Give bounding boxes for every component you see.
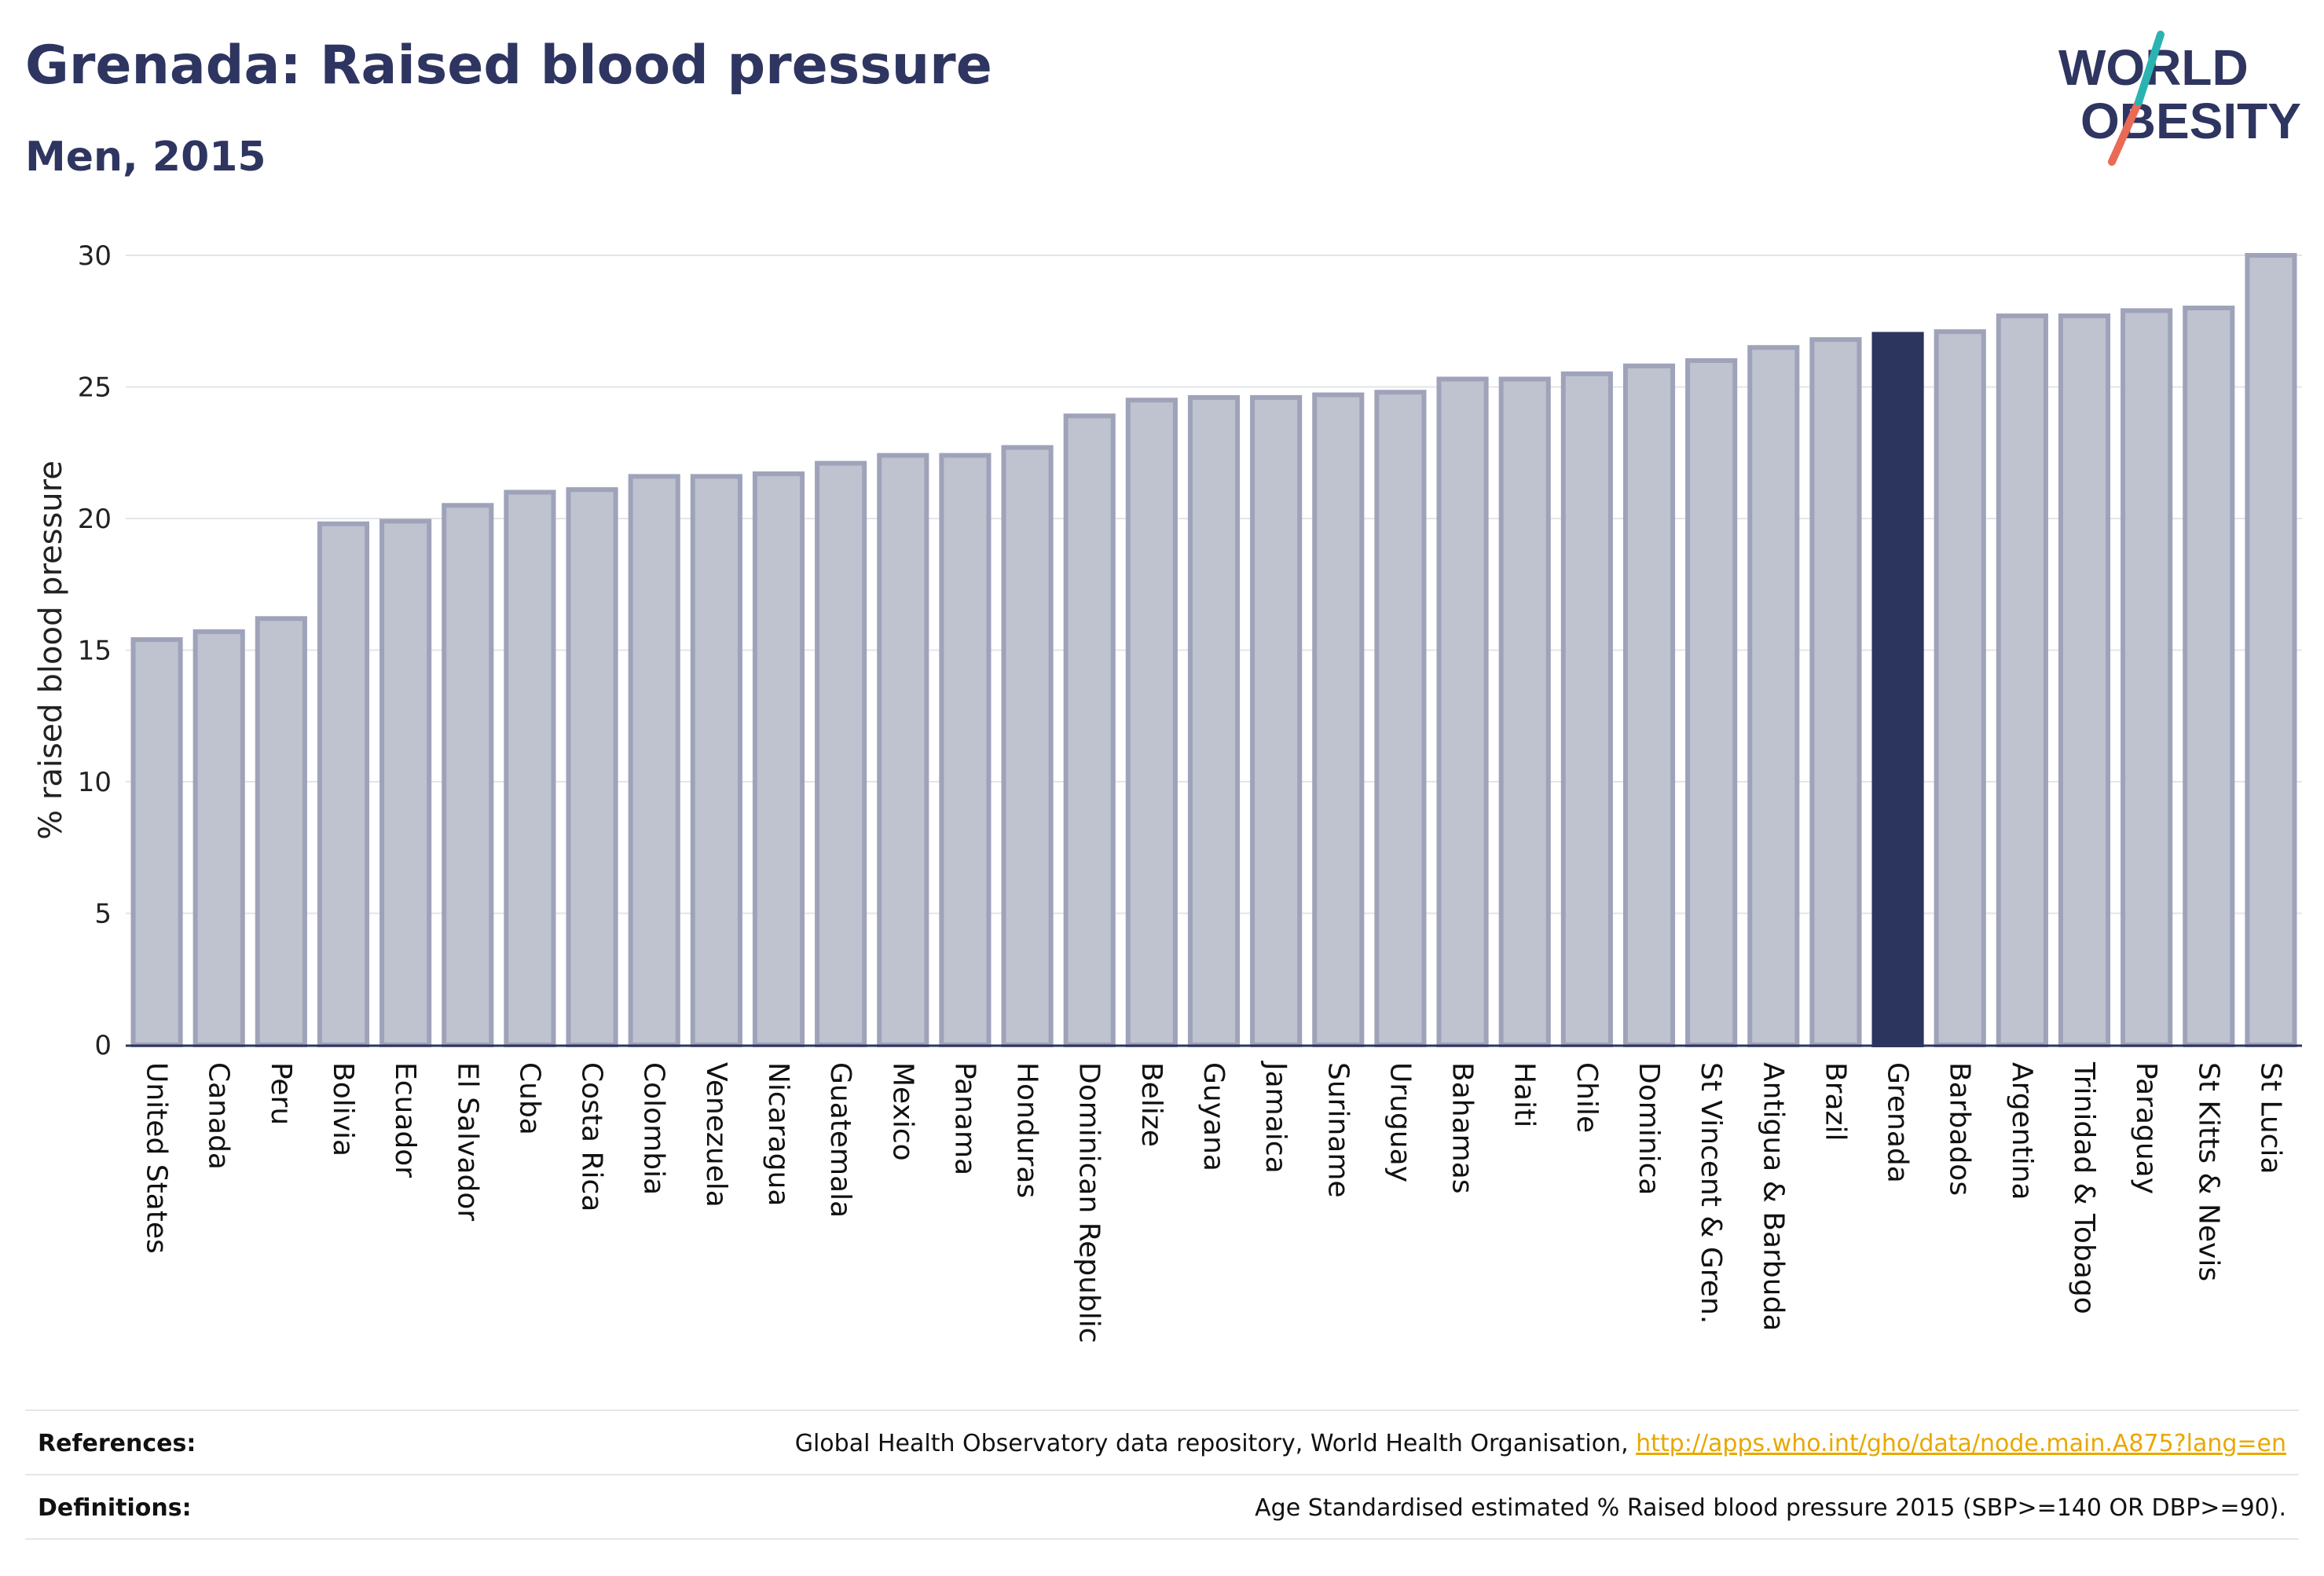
bar-belize [1125,398,1178,1047]
x-tick-label: Antigua & Barbuda [1757,1062,1789,1331]
bar-chart: 0 5 10 15 20 25 30 United States Canada Peru Boli… [33,240,2302,1343]
logo-slash-teal [2135,31,2165,106]
bar-el-salvador [442,503,494,1047]
references-link[interactable]: http://apps.who.int/gho/data/node.main.A… [1636,1429,2286,1457]
x-tick-label: Barbados [1944,1062,1976,1196]
x-tick-label: Bahamas [1446,1062,1479,1194]
bar-canada [192,629,245,1047]
bar-venezuela [690,474,742,1047]
definitions-text: Age Standardised estimated % Raised bloo… [1255,1494,2286,1522]
bar-haiti [1498,376,1551,1047]
x-tick-label: Ecuador [389,1062,421,1178]
x-tick-label: Paraguay [2130,1062,2162,1194]
y-tick-label: 15 [78,636,112,667]
bar-suriname [1312,392,1365,1047]
x-tick-label: Uruguay [1384,1062,1416,1182]
x-tick-label: Grenada [1882,1062,1914,1183]
x-tick-label: Haiti [1508,1062,1541,1127]
x-tick-label: St Lucia [2254,1062,2286,1175]
references-source: Global Health Observatory data repositor… [794,1429,1637,1457]
y-axis-ticks: 0 5 10 15 20 25 30 [78,240,112,1061]
bar-peru [255,616,307,1047]
x-tick-label: Mexico [886,1062,918,1161]
x-tick-label: Peru [265,1062,297,1125]
y-tick-label: 5 [94,899,112,930]
bar-dominica [1622,363,1676,1047]
bar-grenada [1871,332,1924,1047]
bar-bahamas [1436,376,1489,1047]
footer-divider [25,1538,2299,1540]
bar-panama [939,453,992,1047]
x-tick-label: El Salvador [451,1062,483,1221]
bar-bolivia [317,521,370,1047]
bar-antigua-barbuda [1747,345,1800,1047]
y-tick-label: 20 [78,504,112,535]
x-tick-label: St Kitts & Nevis [2192,1062,2224,1281]
definitions-label: Definitions: [38,1494,192,1522]
x-tick-label: Panama [948,1062,981,1175]
bar-guatemala [815,460,867,1047]
definitions-row: Definitions: Age Standardised estimated … [25,1474,2299,1540]
x-tick-label: Honduras [1011,1062,1043,1198]
y-tick-label: 25 [78,372,112,404]
x-tick-label: Dominican Republic [1073,1062,1105,1343]
y-axis-label: % raised blood pressure [33,460,69,840]
bar-dominican-republic [1063,413,1116,1047]
logo-line2: OBESITY [2080,93,2301,149]
x-tick-label: United States [141,1062,173,1254]
x-tick-label: Venezuela [700,1062,732,1208]
bar-ecuador [379,519,432,1047]
x-tick-label: Canada [203,1062,235,1170]
x-tick-label: Cuba [513,1062,545,1135]
bar-trinidad-tobago [2058,313,2111,1047]
x-tick-label: Colombia [638,1062,670,1195]
references-text: Global Health Observatory data repositor… [795,1430,2299,1457]
bar-st-vincent-gren- [1685,358,1738,1047]
bar-uruguay [1374,390,1427,1047]
bar-guyana [1187,394,1241,1047]
chart-title: Grenada: Raised blood pressure [25,35,992,97]
x-tick-label: Bolivia [327,1062,359,1156]
bar-honduras [1001,445,1054,1047]
x-tick-label: Jamaica [1259,1061,1292,1174]
y-tick-label: 10 [78,767,112,798]
bar-united-states [130,637,183,1047]
bar-paraguay [2121,308,2173,1048]
y-tick-label: 0 [94,1030,112,1061]
x-tick-label: St Vincent & Gren. [1695,1062,1727,1324]
references-row: References: Global Health Observatory da… [25,1409,2299,1475]
bar-colombia [628,474,680,1047]
bar-argentina [1996,313,2048,1047]
bar-costa-rica [566,487,618,1047]
x-tick-label: Costa Rica [576,1062,608,1211]
x-tick-label: Argentina [2006,1062,2038,1200]
world-obesity-logo: WORLD OBESITY [2058,31,2301,166]
x-tick-label: Chile [1571,1062,1603,1133]
bar-mexico [877,453,929,1047]
bar-jamaica [1250,394,1303,1047]
bar-cuba [504,489,556,1047]
x-tick-label: Brazil [1819,1062,1851,1141]
x-tick-label: Nicaragua [762,1062,794,1206]
x-tick-label: Trinidad & Tobago [2068,1061,2100,1314]
chart-subtitle: Men, 2015 [25,134,266,181]
x-tick-label: Guyana [1197,1062,1230,1171]
bar-st-kitts-nevis [2183,306,2235,1047]
bars [130,253,2297,1048]
x-tick-label: Belize [1135,1062,1167,1147]
y-tick-label: 30 [78,240,112,272]
x-tick-label: Suriname [1321,1062,1354,1198]
bar-chile [1560,371,1613,1047]
bar-barbados [1934,329,1986,1047]
x-axis-labels: United States Canada Peru Bolivia Ecuador El … [141,1061,2287,1343]
bar-st-lucia [2245,253,2297,1047]
logo-slash-coral [2108,98,2143,166]
bar-nicaragua [752,471,805,1047]
references-label: References: [38,1429,196,1457]
x-tick-label: Guatemala [824,1062,856,1218]
bar-brazil [1809,337,1862,1047]
x-tick-label: Dominica [1633,1062,1665,1196]
